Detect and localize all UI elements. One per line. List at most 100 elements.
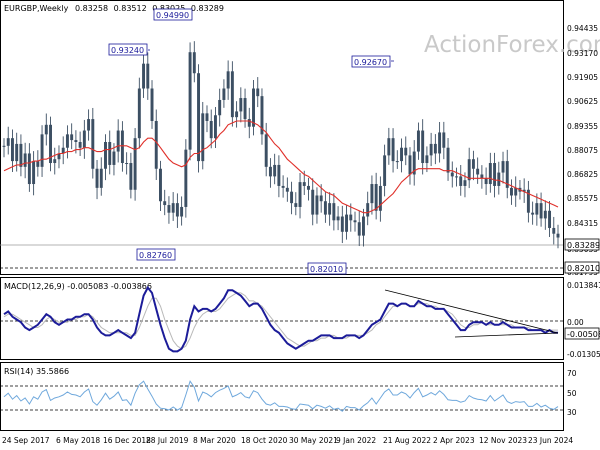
- x-label-0: 24 Sep 2017: [2, 436, 50, 445]
- candle-body: [471, 159, 475, 169]
- candle-body: [307, 185, 310, 190]
- candle-body: [10, 138, 14, 162]
- annotation-box-2: [351, 55, 391, 68]
- candle-body: [99, 168, 103, 188]
- y-tick-1: 0.93170: [567, 49, 598, 58]
- candle-body: [226, 71, 230, 89]
- candle-body: [412, 151, 416, 175]
- y-tick-3: 0.90625: [567, 97, 598, 106]
- rsi-title: RSI(14) 35.5866: [4, 367, 69, 376]
- candle-body: [243, 98, 247, 120]
- candle-body: [154, 120, 158, 169]
- macd-tick-2: -0.013052: [567, 350, 600, 359]
- candle-body: [78, 142, 82, 148]
- header-low: 0.83025: [152, 4, 185, 13]
- candle-body: [252, 88, 255, 127]
- candle-body: [256, 88, 260, 97]
- candle-body: [438, 132, 442, 154]
- macd-tick-0: 0.013841: [567, 281, 600, 290]
- candle-body: [391, 138, 395, 162]
- candle-body: [49, 124, 52, 164]
- candle-body: [184, 149, 188, 207]
- candle-body: [222, 88, 226, 100]
- candle-body: [281, 185, 285, 188]
- header-symbol: EURGBP,Weekly: [4, 4, 69, 13]
- candle-body: [142, 63, 146, 89]
- candle-body: [163, 201, 167, 206]
- candle-body: [180, 206, 184, 217]
- annotation-box-0: [108, 43, 148, 56]
- current-price-box: [564, 238, 600, 251]
- x-label-4: 8 Mar 2020: [193, 436, 236, 445]
- candle-body: [446, 147, 450, 173]
- candle-body: [6, 138, 10, 146]
- candle-body: [543, 210, 547, 219]
- candle-body: [146, 63, 150, 89]
- candle-body: [349, 214, 353, 221]
- candle-body: [497, 172, 501, 186]
- y-tick-5: 0.88075: [567, 146, 598, 155]
- candle-body: [294, 203, 298, 207]
- candle-body: [19, 143, 23, 167]
- header-high: 0.83512: [114, 4, 147, 13]
- candle-body: [319, 195, 323, 202]
- candle-body: [510, 187, 513, 196]
- annotation-0: 0.93240: [111, 46, 144, 55]
- candle-body: [205, 113, 209, 121]
- macd-trendline-lower: [454, 332, 559, 338]
- y-tick-7: 0.85575: [567, 194, 598, 203]
- candle-body: [61, 147, 65, 154]
- macd-title: MACD(12,26,9) -0.005083 -0.003866: [4, 282, 152, 291]
- candle-body: [27, 153, 31, 185]
- candle-body: [328, 203, 332, 215]
- candle-body: [239, 98, 243, 112]
- annotation-box-4: [307, 262, 347, 275]
- candle-body: [230, 71, 234, 118]
- candle-body: [53, 159, 57, 164]
- macd-tick-1: 0.00: [567, 318, 584, 327]
- candle-body: [218, 99, 222, 116]
- candle-body: [357, 222, 361, 236]
- candle-body: [302, 182, 306, 186]
- candle-body: [345, 214, 349, 232]
- candle-body: [404, 147, 408, 156]
- candle-body: [408, 155, 412, 175]
- rsi-panel-frame: [0, 362, 564, 431]
- x-axis: 24 Sep 2017 6 May 2018 16 Dec 2018 28 Ju…: [2, 436, 573, 445]
- candle-body: [366, 203, 370, 217]
- candle-body: [108, 142, 112, 165]
- chart-header: EURGBP,Weekly 0.83258 0.83512 0.83025 0.…: [4, 4, 224, 13]
- candle-body: [484, 178, 488, 185]
- rsi-tick-70: 70: [567, 369, 577, 378]
- y-tick-6: 0.86825: [567, 170, 598, 179]
- header-close: 0.83289: [191, 4, 224, 13]
- x-label-6: 30 May 2021: [289, 436, 338, 445]
- rsi-line: [3, 380, 559, 412]
- candle-body: [209, 120, 213, 139]
- candle-body: [442, 132, 446, 148]
- candle-body: [91, 119, 95, 169]
- candle-body: [116, 130, 120, 152]
- candle-body: [137, 88, 141, 139]
- candle-body: [150, 88, 154, 121]
- candle-body: [332, 203, 336, 221]
- candle-body: [400, 147, 403, 162]
- candle-body: [133, 138, 137, 190]
- candle-body: [167, 205, 171, 213]
- candle-body: [556, 233, 560, 238]
- candle-body: [159, 168, 162, 202]
- candle-body: [455, 176, 458, 178]
- x-label-3: 28 Jul 2019: [146, 436, 189, 445]
- candle-body: [175, 203, 179, 217]
- candle-body: [488, 163, 492, 185]
- candle-body: [526, 189, 530, 213]
- candle-body: [87, 119, 91, 131]
- x-label-10: 12 Nov 2023: [479, 436, 527, 445]
- candle-body: [188, 52, 192, 150]
- candle-body: [522, 189, 526, 192]
- candle-body: [450, 172, 454, 177]
- candle-body: [514, 187, 518, 196]
- candle-body: [493, 163, 497, 186]
- candle-body: [421, 130, 425, 164]
- candle-body: [260, 96, 264, 135]
